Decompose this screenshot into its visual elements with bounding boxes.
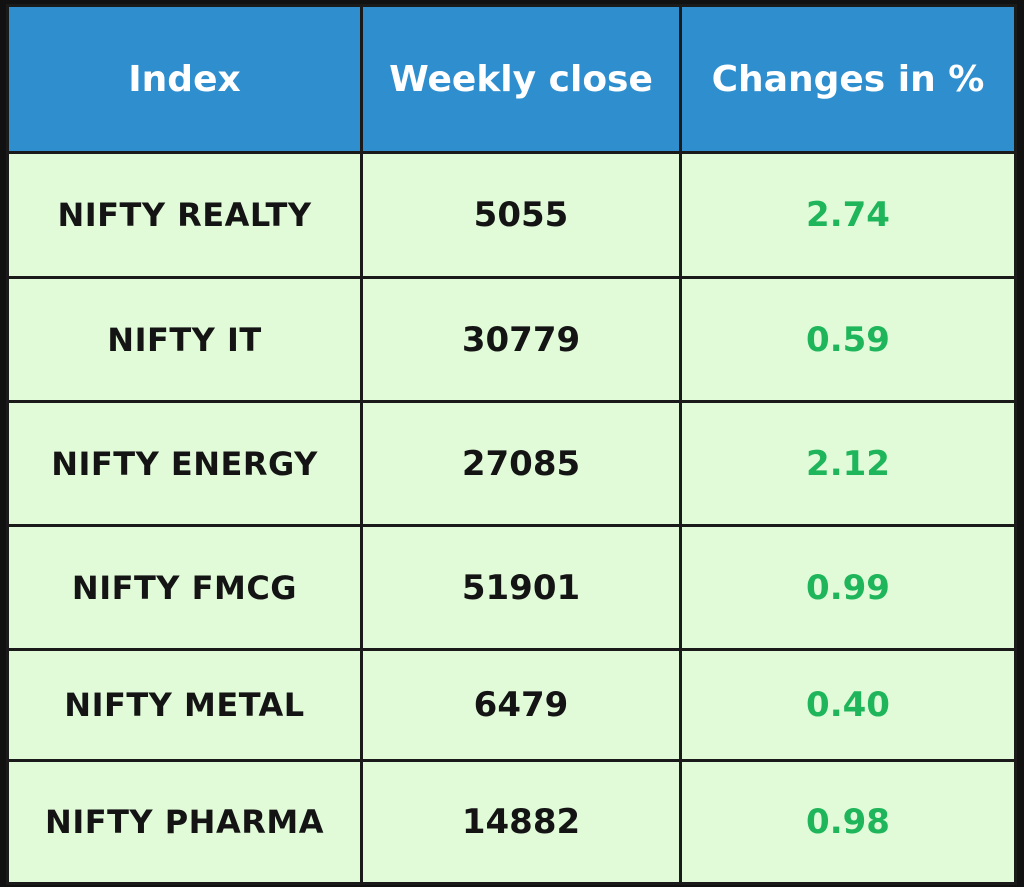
weekly-close-cell: 30779 [360,276,682,403]
table-row: NIFTY METAL 6479 0.40 [6,648,1017,762]
change-percent-cell: 0.99 [679,524,1017,651]
weekly-close-cell: 27085 [360,400,682,527]
change-percent-cell: 2.74 [679,151,1017,279]
index-name-cell: NIFTY IT [6,276,363,403]
table-row: NIFTY ENERGY 27085 2.12 [6,400,1017,527]
change-percent-cell: 2.12 [679,400,1017,527]
column-header-change: Changes in % [679,4,1017,154]
change-percent-cell: 0.59 [679,276,1017,403]
column-header-index: Index [6,4,363,154]
change-percent-cell: 0.40 [679,648,1017,762]
header-row: Index Weekly close Changes in % [6,4,1017,154]
index-name-cell: NIFTY REALTY [6,151,363,279]
index-name-cell: NIFTY FMCG [6,524,363,651]
weekly-close-cell: 14882 [360,759,682,885]
index-name-cell: NIFTY METAL [6,648,363,762]
table-row: NIFTY REALTY 5055 2.74 [6,151,1017,279]
nifty-index-table: Index Weekly close Changes in % NIFTY RE… [6,4,1017,885]
table-row: NIFTY FMCG 51901 0.99 [6,524,1017,651]
weekly-close-cell: 51901 [360,524,682,651]
index-name-cell: NIFTY PHARMA [6,759,363,885]
table-row: NIFTY IT 30779 0.59 [6,276,1017,403]
weekly-close-cell: 6479 [360,648,682,762]
index-name-cell: NIFTY ENERGY [6,400,363,527]
table-row: NIFTY PHARMA 14882 0.98 [6,759,1017,885]
weekly-close-cell: 5055 [360,151,682,279]
change-percent-cell: 0.98 [679,759,1017,885]
column-header-weekly-close: Weekly close [360,4,682,154]
